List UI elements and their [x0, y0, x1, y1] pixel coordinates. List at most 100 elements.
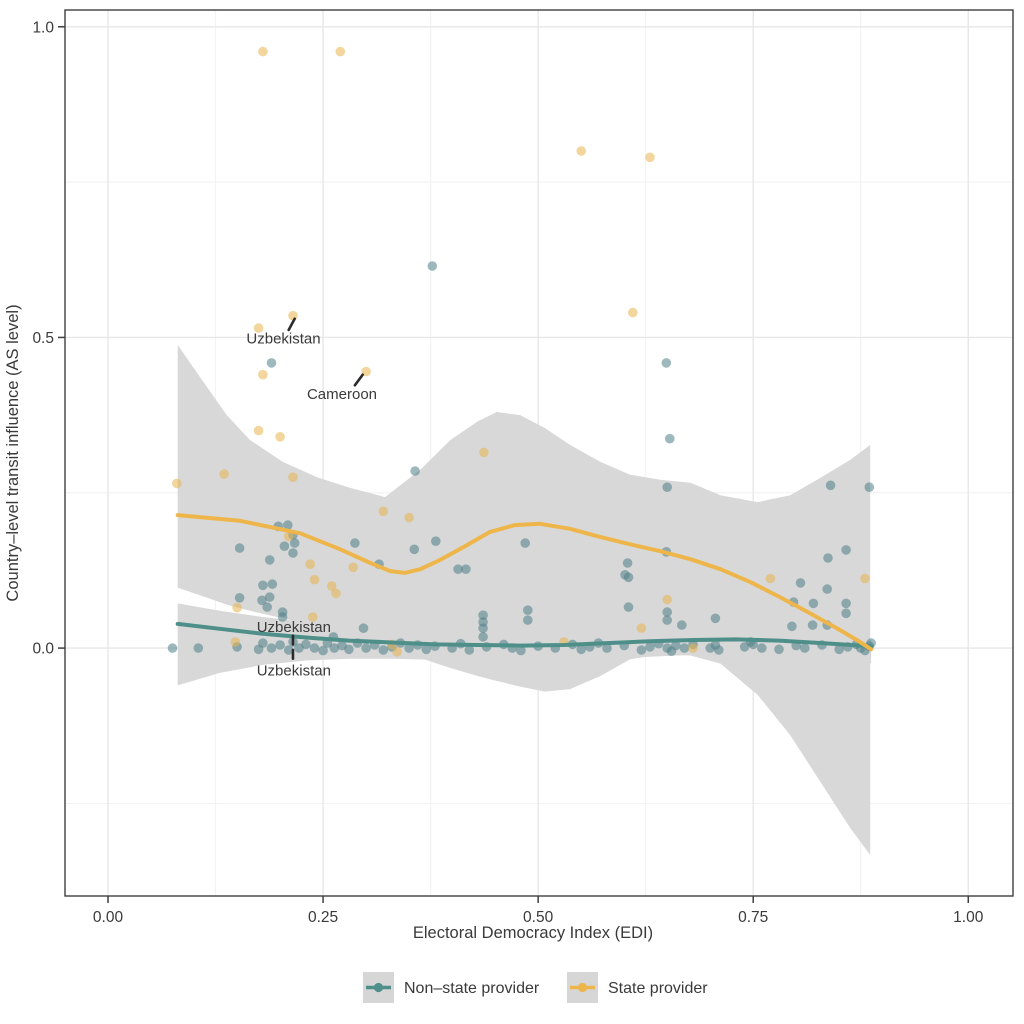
data-point: [662, 607, 672, 617]
data-point: [622, 558, 633, 568]
data-point: [344, 644, 354, 655]
data-point: [688, 643, 698, 653]
data-point: [757, 643, 767, 653]
data-point: [661, 358, 672, 368]
data-point: [421, 644, 432, 655]
legend-label: State provider: [608, 980, 708, 997]
data-point: [264, 592, 275, 602]
data-point: [623, 572, 634, 583]
y-tick-label: 1.0: [32, 19, 54, 36]
panel-border: [64, 9, 1014, 897]
data-point: [628, 307, 638, 318]
data-point: [645, 642, 655, 652]
data-point: [636, 623, 647, 633]
data-point: [288, 310, 298, 321]
data-point: [172, 478, 182, 489]
data-point: [378, 506, 389, 517]
data-point: [478, 610, 488, 620]
data-point: [662, 615, 672, 625]
data-point: [478, 623, 488, 633]
data-point: [841, 598, 851, 609]
data-point: [705, 643, 715, 653]
data-point: [645, 152, 655, 163]
data-point: [834, 644, 844, 655]
data-point: [262, 602, 273, 612]
x-axis-title: Electoral Democracy Index (EDI): [413, 924, 653, 942]
data-point: [841, 608, 851, 619]
data-point: [807, 620, 818, 630]
data-point: [410, 466, 420, 476]
data-point: [326, 581, 337, 591]
data-point: [335, 46, 346, 57]
data-point: [329, 643, 340, 653]
data-point: [283, 520, 293, 530]
x-tick-label: 1.00: [953, 909, 984, 926]
data-point: [266, 643, 277, 653]
data-point: [167, 643, 178, 653]
confidence-band: [177, 344, 871, 855]
data-point: [232, 602, 242, 613]
data-point: [825, 480, 836, 491]
data-point: [431, 536, 441, 546]
data-point: [679, 643, 690, 653]
data-point: [739, 642, 750, 652]
data-point: [808, 598, 819, 609]
data-point: [427, 261, 438, 271]
data-point: [671, 640, 681, 651]
data-point: [275, 640, 285, 650]
data-point: [258, 46, 268, 57]
data-point: [283, 645, 294, 655]
annotation-label: Uzbekistan: [246, 331, 320, 348]
trend-line: [175, 621, 874, 649]
data-point: [253, 425, 264, 436]
data-point: [478, 632, 488, 642]
data-point: [309, 574, 320, 585]
data-point: [453, 564, 463, 574]
data-point: [576, 644, 586, 655]
data-point: [350, 538, 360, 548]
data-point: [257, 595, 267, 606]
data-point: [301, 639, 311, 650]
data-point: [864, 482, 875, 493]
data-point: [860, 573, 870, 584]
annotation-label: Cameroon: [307, 386, 377, 403]
y-axis-title: Country–level transit influence (AS leve…: [4, 304, 22, 601]
data-point: [404, 643, 414, 653]
data-point: [258, 638, 268, 648]
data-point: [516, 645, 526, 656]
trend-lines: [175, 513, 874, 652]
data-point: [289, 538, 300, 548]
annotation-pointer: [353, 373, 364, 387]
annotation-label: Uzbekistan: [257, 662, 331, 679]
data-point: [308, 612, 318, 622]
x-tick-label: 0.75: [738, 909, 768, 926]
data-point: [576, 146, 586, 156]
data-point: [765, 573, 776, 584]
data-point: [623, 602, 634, 612]
data-point: [258, 580, 268, 591]
data-point: [253, 323, 264, 333]
data-point: [602, 643, 612, 653]
data-point: [348, 562, 359, 573]
y-tick-label: 0.5: [32, 330, 54, 347]
data-point: [520, 538, 530, 548]
data-point: [258, 369, 268, 380]
data-point: [774, 644, 784, 655]
data-point: [283, 531, 294, 542]
annotations: Uzbekistan Cameroon Uzbekistan Uzbekistan: [246, 317, 377, 679]
data-point: [823, 553, 833, 563]
data-point: [219, 469, 229, 479]
data-point: [358, 623, 369, 633]
data-point: [288, 472, 298, 483]
legend-key-point: [373, 982, 384, 993]
data-point: [841, 545, 851, 555]
y-tick-label: 0.0: [32, 641, 54, 658]
legend: Non–state provider State provider: [363, 972, 708, 1003]
data-point: [662, 594, 672, 605]
data-point: [305, 559, 316, 569]
data-point: [275, 432, 285, 442]
data-point: [461, 564, 471, 574]
x-tick-label: 0.00: [93, 909, 124, 926]
data-point: [234, 593, 245, 603]
